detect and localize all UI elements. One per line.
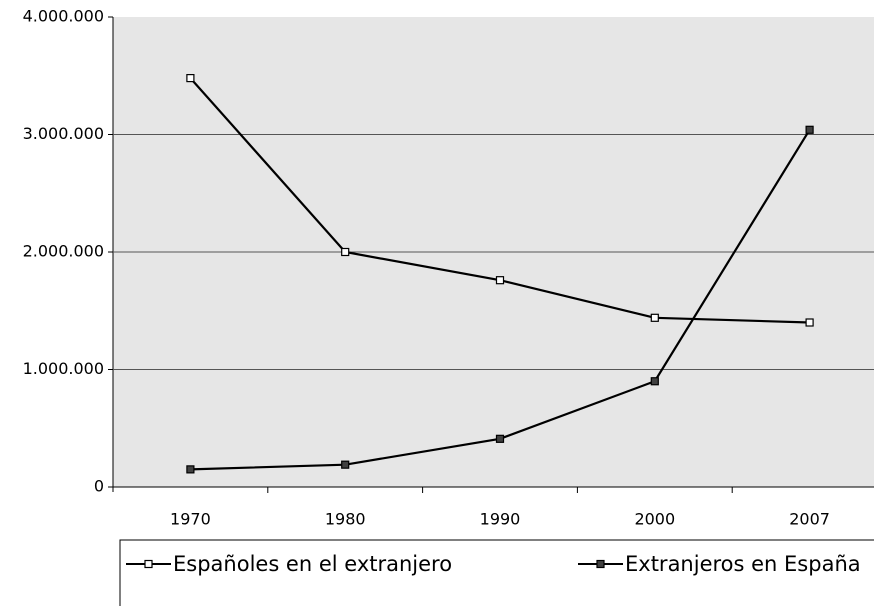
marker (495, 434, 505, 443)
marker (495, 276, 505, 285)
marker (650, 313, 659, 322)
marker (341, 247, 350, 257)
marker (805, 125, 814, 134)
x-tick-label: 2007 (789, 510, 830, 529)
y-tick-label: 1.000.000 (23, 359, 104, 378)
x-tick-label: 1970 (170, 510, 211, 529)
legend-label: Extranjeros en España (625, 552, 861, 576)
legend-box (119, 539, 874, 606)
x-tick-label: 1980 (325, 510, 366, 529)
marker (186, 73, 195, 83)
legend-marker (144, 559, 153, 569)
marker (650, 377, 659, 386)
marker (805, 318, 814, 327)
y-tick-label: 3.000.000 (23, 124, 104, 143)
marker (341, 460, 350, 469)
x-tick-label: 1990 (480, 510, 521, 529)
marker (186, 465, 195, 474)
legend-marker (596, 559, 605, 569)
x-tick-label: 2000 (634, 510, 675, 529)
y-tick-label: 4.000.000 (23, 7, 104, 26)
legend-label: Españoles en el extranjero (173, 552, 452, 576)
y-tick-label: 0 (94, 477, 104, 496)
y-tick-label: 2.000.000 (23, 242, 104, 261)
